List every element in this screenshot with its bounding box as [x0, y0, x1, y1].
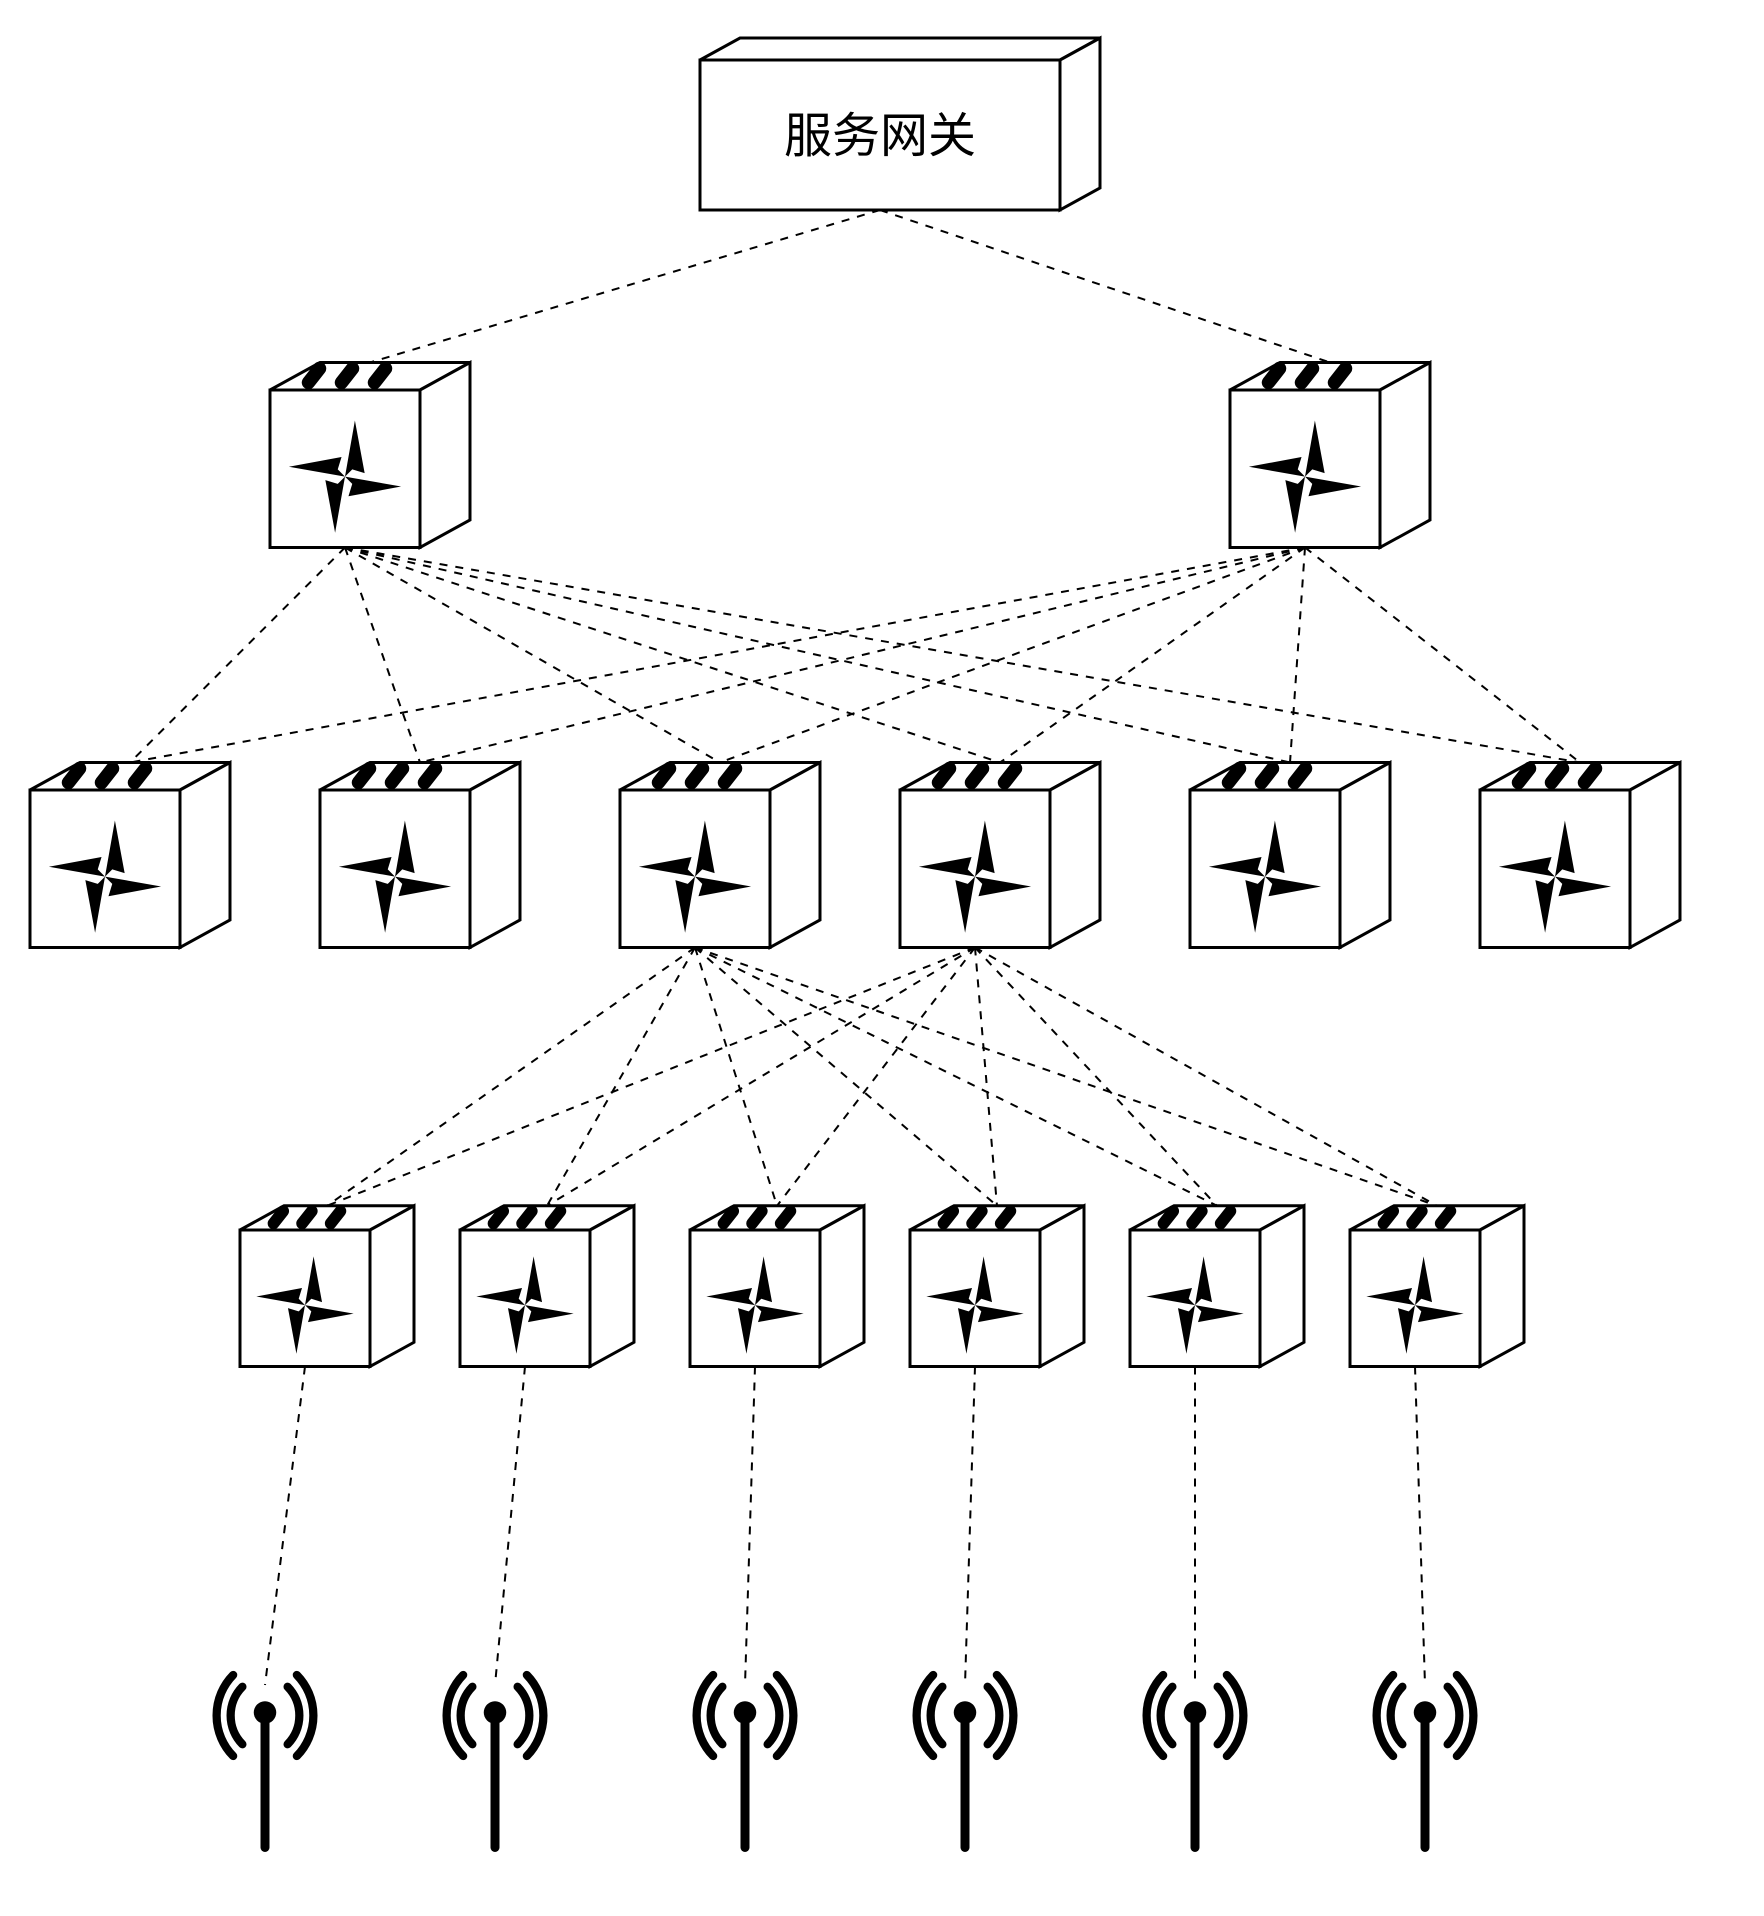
- edge: [1000, 548, 1305, 763]
- gateway-label: 服务网关: [784, 110, 976, 163]
- switch-node: [1130, 1206, 1304, 1367]
- edge: [547, 948, 695, 1206]
- edge: [130, 548, 1305, 763]
- edge: [745, 1367, 755, 1686]
- edge: [345, 548, 420, 763]
- edge: [695, 948, 1217, 1206]
- edge: [345, 548, 1000, 763]
- antenna-node: [917, 1675, 1014, 1848]
- edge: [345, 548, 1580, 763]
- edge: [720, 548, 1305, 763]
- edge: [965, 1367, 975, 1686]
- antenna-node: [1147, 1675, 1244, 1848]
- switch-node: [1230, 363, 1430, 548]
- edge: [327, 948, 975, 1206]
- switch-node: [690, 1206, 864, 1367]
- edge: [695, 948, 777, 1206]
- edge: [695, 948, 997, 1206]
- edge: [370, 210, 880, 363]
- switch-node: [1350, 1206, 1524, 1367]
- edge: [265, 1367, 305, 1686]
- edge: [345, 548, 1290, 763]
- edge: [975, 948, 1217, 1206]
- antenna-node: [697, 1675, 794, 1848]
- edge: [130, 548, 345, 763]
- edge: [1415, 1367, 1425, 1686]
- edge: [880, 210, 1330, 363]
- switch-node: [910, 1206, 1084, 1367]
- service-gateway: 服务网关: [700, 38, 1100, 210]
- edge: [327, 948, 695, 1206]
- edge: [420, 548, 1305, 763]
- edge: [1305, 548, 1580, 763]
- switch-node: [1480, 763, 1680, 948]
- edge: [1290, 548, 1305, 763]
- edge: [495, 1367, 525, 1686]
- switch-node: [240, 1206, 414, 1367]
- switch-node: [1190, 763, 1390, 948]
- antenna-node: [217, 1675, 314, 1848]
- switch-node: [320, 763, 520, 948]
- network-diagram: 服务网关: [0, 0, 1764, 1916]
- switch-node: [30, 763, 230, 948]
- edge: [345, 548, 720, 763]
- edge: [975, 948, 1437, 1206]
- switch-node: [900, 763, 1100, 948]
- switch-node: [620, 763, 820, 948]
- antenna-node: [1377, 1675, 1474, 1848]
- switch-node: [460, 1206, 634, 1367]
- edge: [547, 948, 975, 1206]
- switch-node: [270, 363, 470, 548]
- antenna-node: [447, 1675, 544, 1848]
- edge: [975, 948, 997, 1206]
